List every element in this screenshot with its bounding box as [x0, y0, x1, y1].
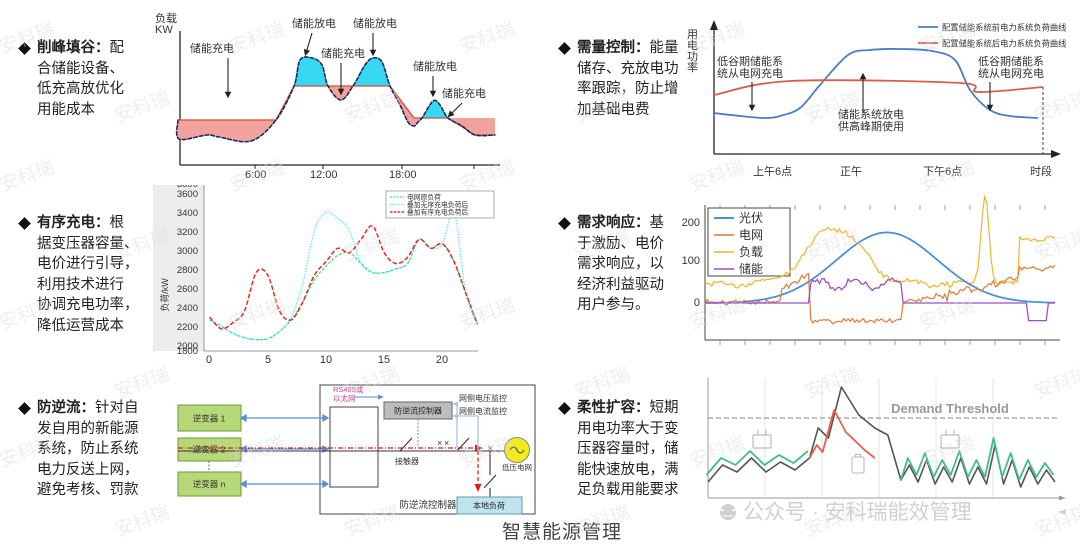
- svg-text:逆变器 1: 逆变器 1: [193, 414, 226, 424]
- svg-text:电网原负荷: 电网原负荷: [407, 193, 441, 202]
- svg-text:网侧电压监控: 网侧电压监控: [459, 393, 507, 403]
- svg-text:3400: 3400: [177, 208, 198, 219]
- svg-text:正午: 正午: [840, 165, 862, 178]
- svg-text:储能充电: 储能充电: [321, 46, 365, 60]
- svg-text:负荷/kW: 负荷/kW: [159, 278, 170, 312]
- svg-text:配置储能系统前电力系统负荷曲线: 配置储能系统前电力系统负荷曲线: [942, 22, 1066, 32]
- svg-text:负载: 负载: [155, 11, 177, 25]
- svg-text:储能充电: 储能充电: [442, 86, 486, 100]
- svg-text:×: ×: [437, 438, 442, 448]
- svg-text:3000: 3000: [177, 246, 198, 257]
- svg-text:KW: KW: [155, 24, 173, 36]
- svg-text:储能放电: 储能放电: [413, 59, 457, 73]
- svg-text:20: 20: [436, 354, 448, 366]
- svg-text:接触器: 接触器: [395, 456, 419, 466]
- svg-text:叠加无序充电负荷后: 叠加无序充电负荷后: [407, 200, 468, 209]
- svg-text:储能系统放电: 储能系统放电: [838, 107, 904, 121]
- svg-text:15: 15: [378, 354, 390, 366]
- svg-text:2800: 2800: [177, 265, 198, 276]
- svg-text:200: 200: [682, 217, 700, 229]
- svg-text:2400: 2400: [177, 303, 198, 314]
- svg-text:上午6点: 上午6点: [753, 165, 792, 178]
- svg-text:储能放电: 储能放电: [292, 16, 336, 30]
- svg-text:RS485或: RS485或: [333, 384, 364, 394]
- svg-text:12:00: 12:00: [310, 169, 338, 181]
- svg-text:统从电网充电: 统从电网充电: [717, 66, 783, 80]
- svg-text:以太网: 以太网: [333, 393, 356, 403]
- svg-text:负载: 负载: [739, 245, 763, 259]
- svg-text:低谷期储能系: 低谷期储能系: [717, 54, 783, 68]
- svg-text:5: 5: [265, 354, 271, 366]
- svg-text:配置储能系统后电力系统负荷曲线: 配置储能系统后电力系统负荷曲线: [942, 38, 1066, 48]
- svg-text:×: ×: [444, 438, 449, 448]
- svg-text:本地负荷: 本地负荷: [473, 501, 505, 511]
- svg-text:低谷期储能系: 低谷期储能系: [978, 54, 1044, 68]
- svg-text:0: 0: [694, 297, 700, 309]
- svg-text:18:00: 18:00: [389, 169, 417, 181]
- svg-text:Demand Threshold: Demand Threshold: [891, 401, 1009, 416]
- svg-text:10: 10: [320, 354, 332, 366]
- svg-text:网侧电流监控: 网侧电流监控: [459, 406, 507, 416]
- svg-text:供高峰期使用: 供高峰期使用: [838, 119, 904, 133]
- svg-text:1800: 1800: [177, 346, 198, 357]
- svg-text:低压电网: 低压电网: [502, 462, 532, 472]
- svg-text:储能放电: 储能放电: [353, 16, 397, 30]
- svg-text:6:00: 6:00: [245, 169, 266, 181]
- svg-text:防逆流控制器: 防逆流控制器: [394, 406, 442, 416]
- svg-text:储能: 储能: [739, 261, 763, 276]
- svg-text:下午6点: 下午6点: [923, 165, 962, 178]
- svg-text:3600: 3600: [177, 189, 198, 200]
- svg-text:统从电网充电: 统从电网充电: [978, 66, 1044, 80]
- svg-text:时段: 时段: [1030, 164, 1052, 178]
- svg-text:公众号 · 安科瑞能效管理: 公众号 · 安科瑞能效管理: [743, 501, 972, 524]
- svg-text:逆变器 2: 逆变器 2: [193, 445, 226, 455]
- svg-text:3200: 3200: [177, 227, 198, 238]
- svg-text:储能充电: 储能充电: [190, 41, 234, 55]
- svg-text:叠加有序充电负荷后: 叠加有序充电负荷后: [407, 208, 468, 217]
- svg-text:防逆流控制器: 防逆流控制器: [399, 499, 457, 511]
- svg-text:100: 100: [682, 255, 700, 267]
- svg-text:光伏: 光伏: [739, 211, 763, 225]
- svg-text:2200: 2200: [177, 322, 198, 333]
- svg-text:2600: 2600: [177, 284, 198, 295]
- svg-text:0: 0: [206, 354, 212, 366]
- svg-text:逆变器 n: 逆变器 n: [193, 479, 226, 489]
- svg-text:电网: 电网: [739, 228, 763, 242]
